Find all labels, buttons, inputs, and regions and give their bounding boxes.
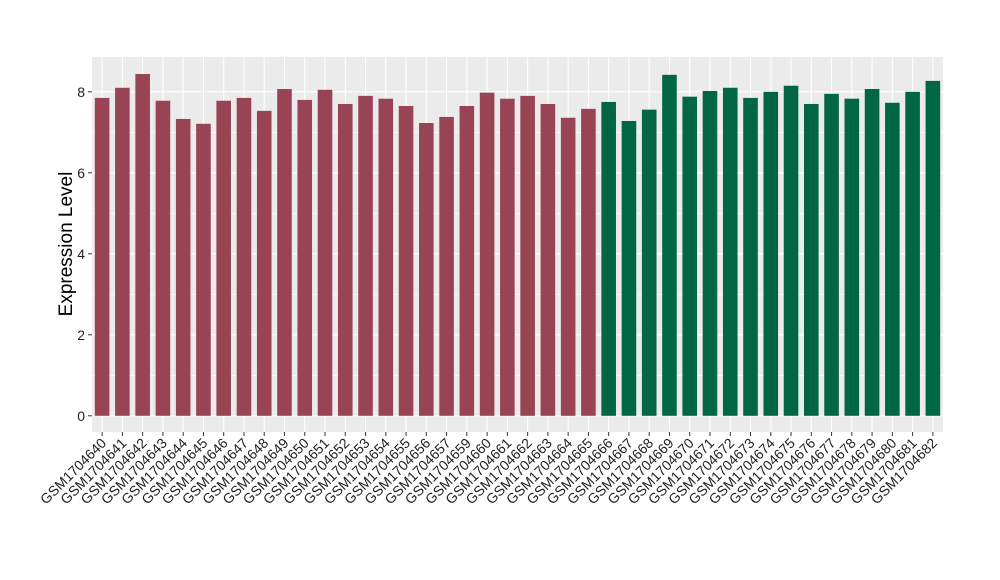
bar [783,85,799,416]
bar [297,99,313,416]
bar [743,97,758,416]
bar [722,87,738,416]
bar [337,103,353,416]
bar [419,123,434,416]
y-tick-label: 2 [77,327,85,343]
y-tick-label: 6 [77,165,85,181]
bar [135,74,150,416]
bar [479,92,495,416]
bar [94,97,110,416]
bar [520,95,535,416]
bar [500,98,515,416]
bar [804,103,819,416]
bar [398,106,414,416]
bar [864,88,880,416]
bar [540,103,556,416]
bar [216,100,231,416]
bar [196,123,211,416]
bar [317,89,333,416]
bar [358,95,373,416]
y-axis-title: Expression Level [56,172,77,317]
bar [459,106,475,416]
bar [844,98,860,416]
bar [155,100,171,416]
bar [277,88,292,416]
bar [581,108,596,416]
bar [115,87,130,416]
bar [682,96,698,416]
y-tick-label: 8 [77,84,85,100]
bar [439,116,454,416]
bar [824,93,839,416]
bar [905,91,920,416]
bar [175,118,191,416]
bar [925,80,941,416]
bar [378,98,394,416]
bar [641,109,657,416]
bar [560,117,576,416]
bar [236,97,252,416]
bar [621,120,637,416]
plot-panel [92,57,943,432]
bar [601,101,616,416]
bar [256,110,272,416]
bar [885,102,900,416]
bar [702,91,718,416]
y-tick-label: 0 [77,408,85,424]
y-tick-label: 4 [77,246,85,262]
bar [763,91,779,416]
bar [662,74,677,416]
